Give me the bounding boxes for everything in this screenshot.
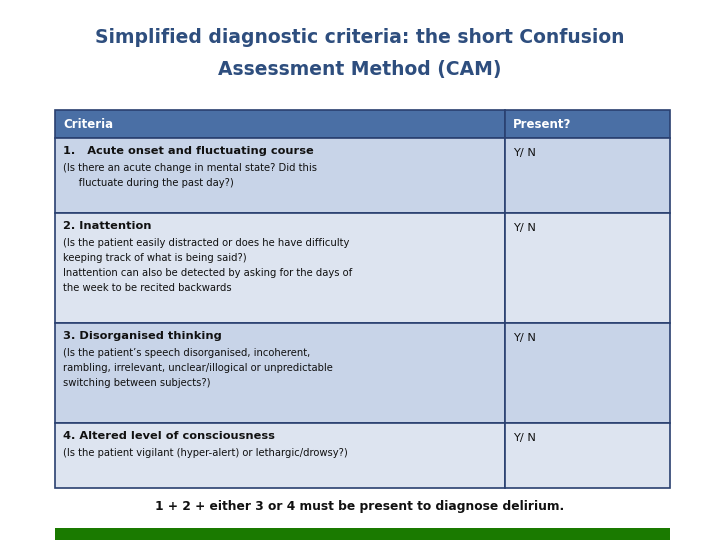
Text: fluctuate during the past day?): fluctuate during the past day?) [63, 178, 234, 188]
Bar [55, 528, 670, 540]
Bar [505, 323, 670, 423]
Text: 3. Disorganised thinking: 3. Disorganised thinking [63, 331, 222, 341]
Bar [55, 323, 505, 423]
Bar [505, 138, 670, 213]
Bar [505, 213, 670, 323]
Text: (Is there an acute change in mental state? Did this: (Is there an acute change in mental stat… [63, 163, 317, 173]
Text: keeping track of what is being said?): keeping track of what is being said?) [63, 253, 247, 263]
Bar [55, 213, 505, 323]
Text: switching between subjects?): switching between subjects?) [63, 378, 210, 388]
Text: 2. Inattention: 2. Inattention [63, 221, 151, 231]
Text: Y/ N: Y/ N [513, 223, 536, 233]
Text: (Is the patient’s speech disorganised, incoherent,: (Is the patient’s speech disorganised, i… [63, 348, 310, 358]
Text: Y/ N: Y/ N [513, 148, 536, 158]
Text: (Is the patient easily distracted or does he have difficulty: (Is the patient easily distracted or doe… [63, 238, 349, 248]
Bar [55, 423, 505, 488]
Bar [505, 423, 670, 488]
Text: rambling, irrelevant, unclear/illogical or unpredictable: rambling, irrelevant, unclear/illogical … [63, 363, 333, 373]
Text: Present?: Present? [513, 118, 572, 131]
Text: Simplified diagnostic criteria: the short Confusion: Simplified diagnostic criteria: the shor… [95, 28, 625, 47]
Text: Y/ N: Y/ N [513, 333, 536, 343]
Text: 1.   Acute onset and fluctuating course: 1. Acute onset and fluctuating course [63, 146, 314, 156]
Text: the week to be recited backwards: the week to be recited backwards [63, 283, 232, 293]
Text: Inattention can also be detected by asking for the days of: Inattention can also be detected by aski… [63, 268, 352, 278]
Text: (Is the patient vigilant (hyper-alert) or lethargic/drowsy?): (Is the patient vigilant (hyper-alert) o… [63, 448, 348, 458]
Bar [55, 138, 505, 213]
Text: Y/ N: Y/ N [513, 433, 536, 443]
Text: Assessment Method (CAM): Assessment Method (CAM) [218, 60, 502, 79]
Bar [55, 110, 505, 138]
Bar [505, 110, 670, 138]
Text: Criteria: Criteria [63, 118, 113, 131]
Text: 1 + 2 + either 3 or 4 must be present to diagnose delirium.: 1 + 2 + either 3 or 4 must be present to… [156, 500, 564, 513]
Text: 4. Altered level of consciousness: 4. Altered level of consciousness [63, 431, 275, 441]
